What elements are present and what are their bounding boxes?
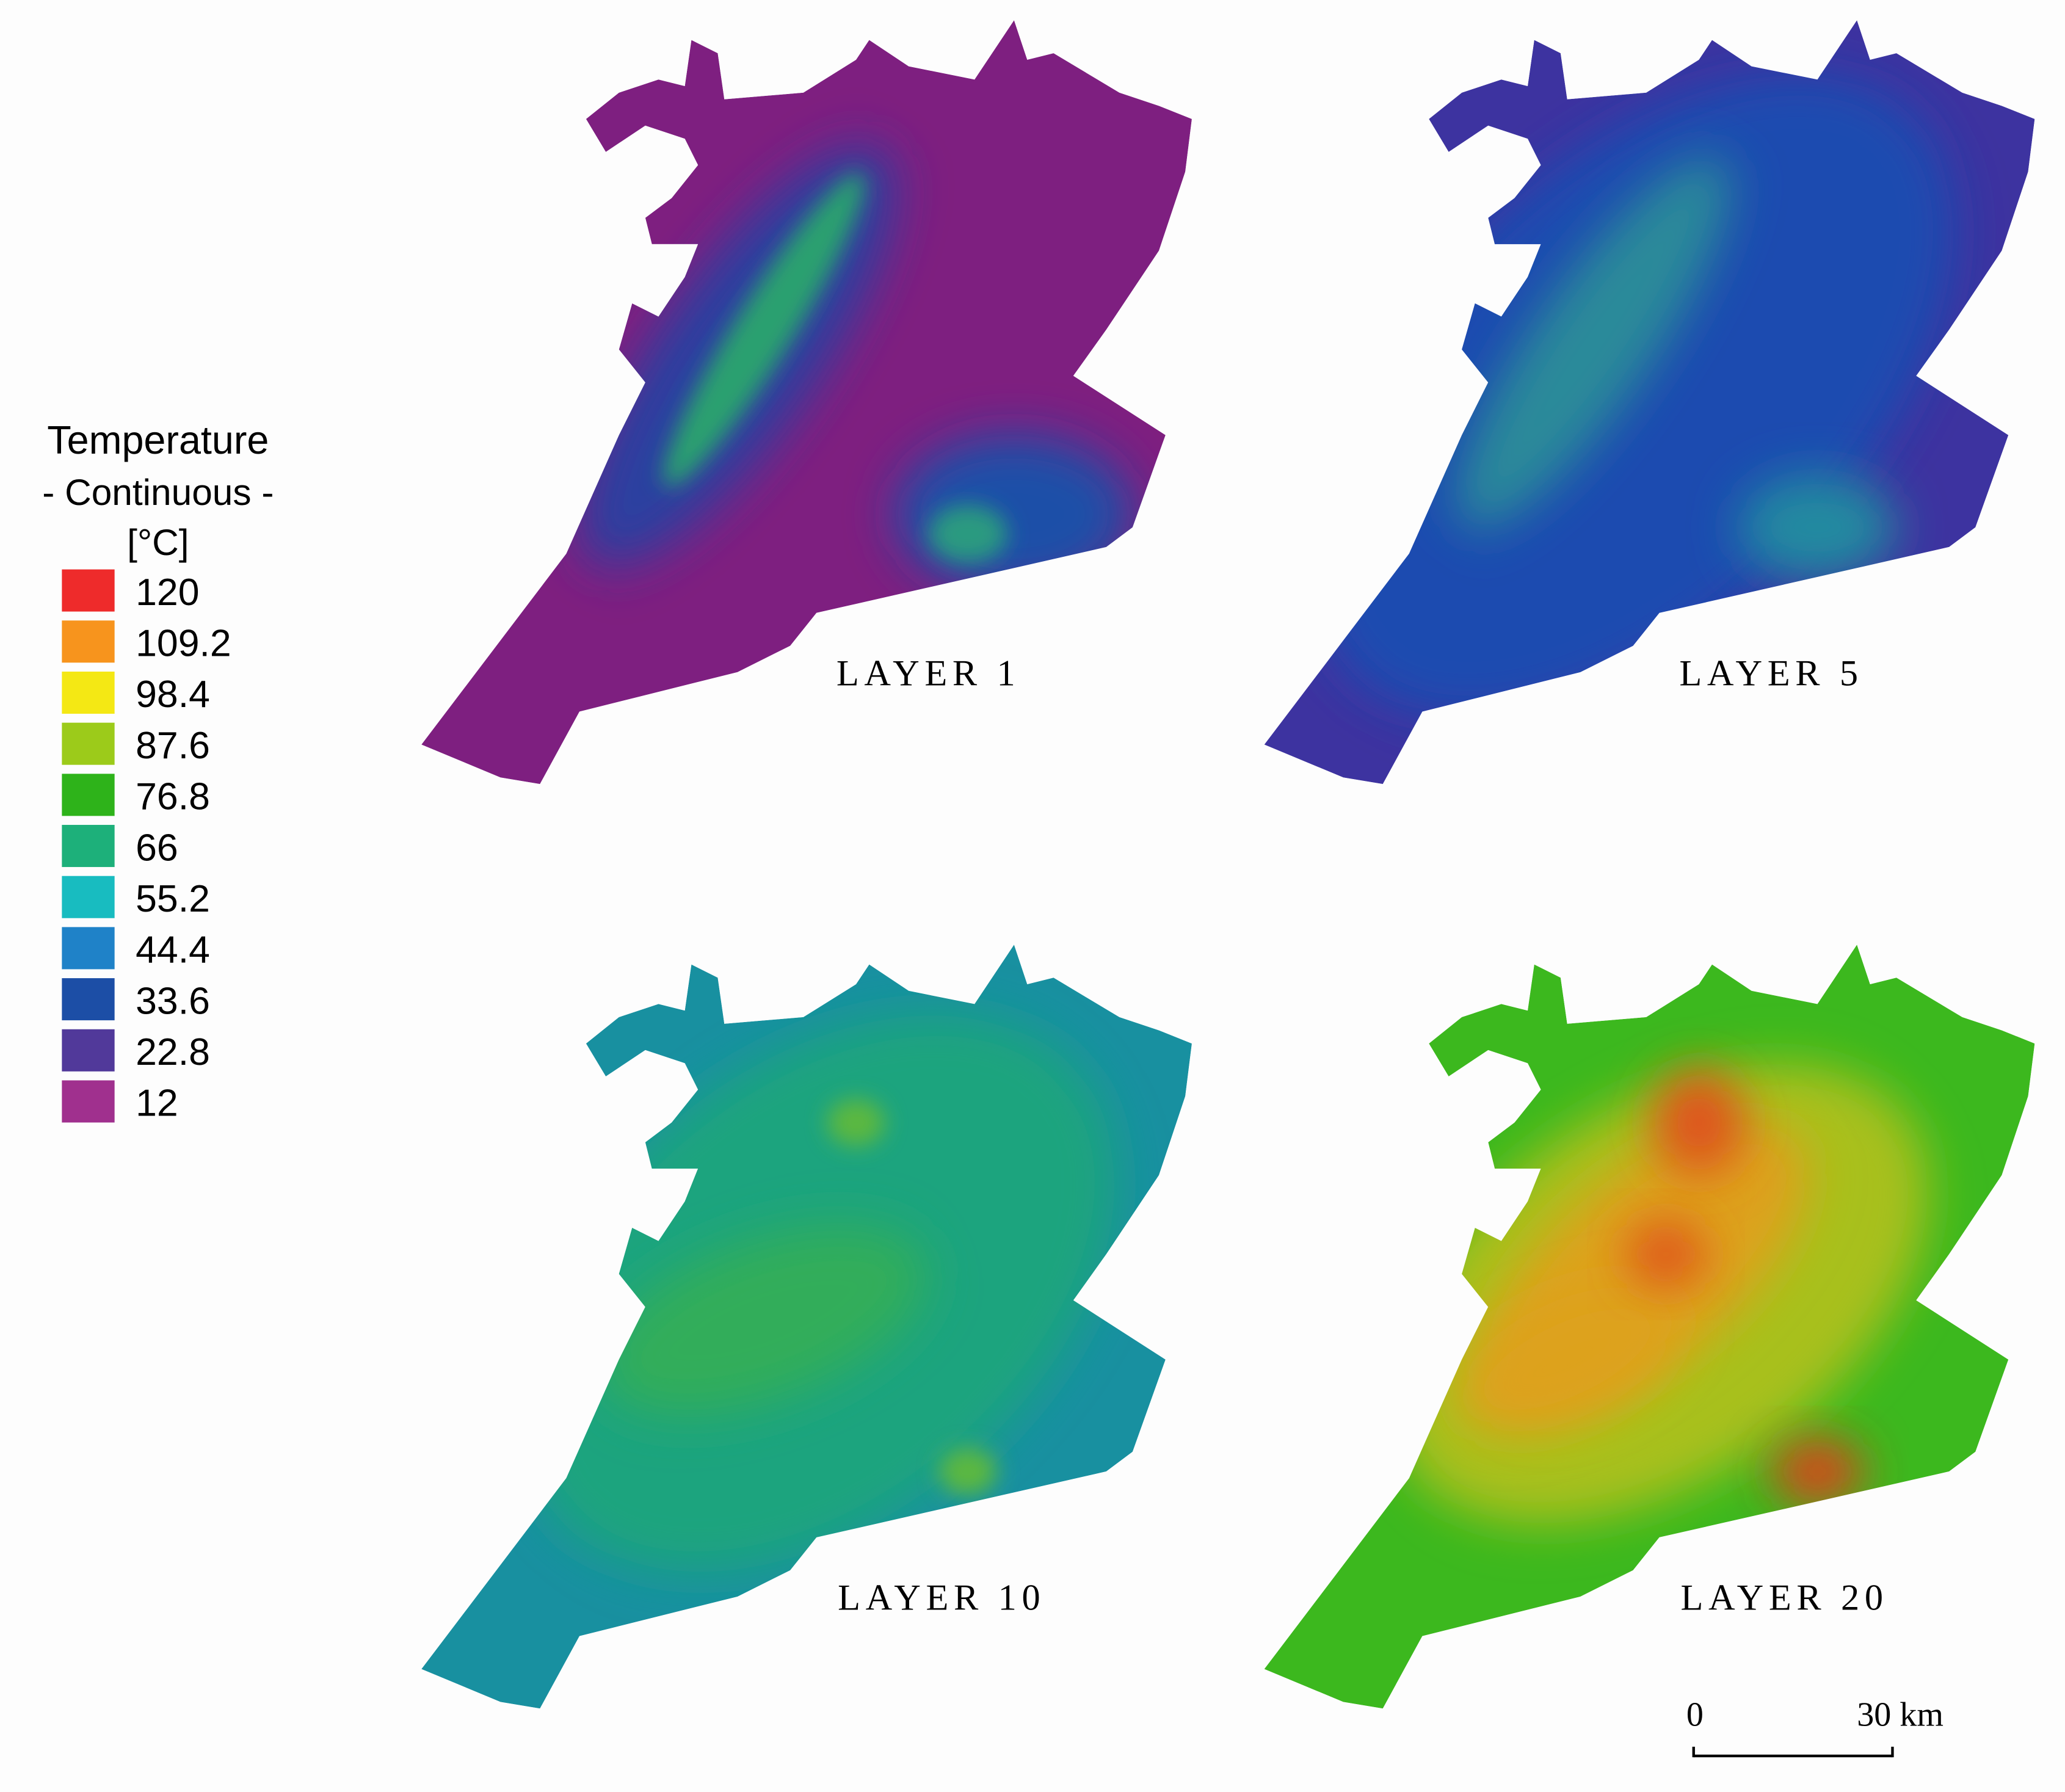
scale-end: 30 km	[1857, 1696, 1943, 1733]
legend-swatch	[62, 569, 115, 612]
map-layer-1	[421, 20, 1192, 785]
legend-label: 33.6	[136, 979, 210, 1022]
legend-label: 120	[136, 571, 199, 614]
legend-subtitle: - Continuous -	[42, 471, 274, 513]
legend-label: 55.2	[136, 877, 210, 920]
legend-label: 98.4	[136, 673, 210, 716]
map-layer-20	[1264, 945, 2035, 1709]
map-label: LAYER 10	[838, 1578, 1045, 1619]
map-labels: LAYER 1 LAYER 5 LAYER 10 LAYER 20	[837, 653, 1888, 1619]
legend-label: 76.8	[136, 775, 210, 818]
legend-label: 87.6	[136, 724, 210, 767]
map-layer-5	[1264, 20, 2035, 785]
legend-label: 12	[136, 1082, 178, 1125]
legend-label: 44.4	[136, 929, 210, 971]
legend-swatch	[62, 722, 115, 765]
legend: Temperature - Continuous - [°C] 120 109.2 98.…	[42, 418, 274, 1125]
legend-label: 66	[136, 826, 178, 869]
scale-bar: 0 30 km	[1686, 1696, 1943, 1758]
legend-swatch	[62, 620, 115, 663]
map-label: LAYER 1	[837, 653, 1020, 694]
legend-swatch	[62, 1080, 115, 1123]
map-layer-10	[421, 945, 1192, 1709]
legend-label: 109.2	[136, 622, 231, 665]
legend-label: 22.8	[136, 1031, 210, 1073]
legend-title: Temperature	[47, 418, 269, 462]
legend-swatch	[62, 671, 115, 714]
map-label: LAYER 5	[1679, 653, 1863, 694]
legend-swatch	[62, 1029, 115, 1072]
map-label: LAYER 20	[1680, 1578, 1888, 1619]
scale-start: 0	[1686, 1696, 1704, 1733]
legend-unit: [°C]	[127, 521, 189, 563]
legend-swatch	[62, 825, 115, 868]
legend-swatch	[62, 774, 115, 816]
legend-swatch	[62, 978, 115, 1021]
legend-swatch	[62, 927, 115, 970]
legend-swatch	[62, 876, 115, 918]
